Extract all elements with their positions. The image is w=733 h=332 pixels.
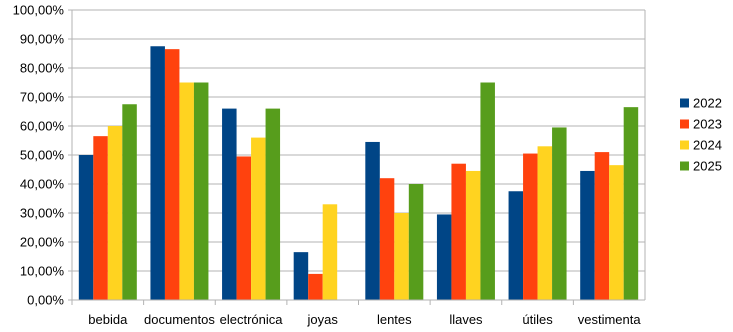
bar-2022-2 [222,108,237,300]
x-tick-label: joyas [307,312,339,327]
x-tick-label: documentos [144,312,215,327]
bar-2023-3 [308,273,323,300]
bar-2023-4 [379,178,395,300]
y-tick-label: 80,00% [20,61,65,76]
bar-2023-0 [93,136,108,300]
bar-2025-7 [623,107,639,301]
x-tick-label: vestimenta [578,312,642,327]
bar-2024-6 [537,146,553,300]
bar-2022-4 [365,141,380,300]
bar-2024-4 [394,213,409,300]
legend-label: 2025 [693,159,722,174]
bar-2025-0 [122,104,137,300]
x-tick-label: útiles [522,312,553,327]
x-tick-label: lentes [377,312,412,327]
y-tick-label: 40,00% [20,177,65,192]
bar-2022-6 [508,191,524,300]
y-tick-label: 90,00% [20,32,65,47]
legend-swatch-2024 [680,140,689,150]
bar-2023-5 [451,163,466,300]
x-tick-label: bebida [88,312,128,327]
x-tick-label: electrónica [220,312,284,327]
y-tick-label: 50,00% [20,148,65,163]
bar-2023-1 [164,49,180,301]
y-tick-label: 30,00% [20,206,65,221]
legend-label: 2022 [693,96,722,111]
bar-2023-6 [523,153,538,300]
bar-2022-7 [580,170,595,300]
y-tick-label: 10,00% [20,264,65,279]
bar-2025-5 [480,82,495,300]
bar-2022-3 [293,252,309,300]
bar-2024-3 [322,204,338,300]
bar-2022-1 [150,46,165,300]
y-tick-label: 100,00% [13,3,65,18]
x-tick-label: llaves [449,312,483,327]
bar-2022-0 [78,155,94,300]
legend-swatch-2023 [680,119,689,129]
bar-2023-2 [236,156,252,300]
bar-2022-5 [436,214,452,300]
bar-2025-2 [265,108,281,300]
bar-2024-7 [609,165,624,300]
y-tick-label: 20,00% [20,235,65,250]
x-tick-labels: bebida documentos electrónica joyas lentes ll… [88,312,641,327]
legend-label: 2023 [693,117,722,132]
bar-2025-4 [408,184,424,300]
legend-swatch-2022 [680,98,689,108]
bar-2025-6 [552,127,567,300]
bars [78,46,639,301]
bar-2024-5 [465,170,481,300]
legend-swatch-2025 [680,161,689,171]
y-tick-labels: 0,00% 10,00% 20,00% 30,00% 40,00% 50,00% 60,00… [13,3,65,308]
y-tick-label: 60,00% [20,119,65,134]
axes [71,10,646,305]
y-tick-label: 70,00% [20,90,65,105]
bar-2024-0 [107,126,123,300]
y-tick-label: 0,00% [27,293,64,308]
bar-2024-2 [251,137,266,300]
legend: 2022 2023 2024 2025 [680,96,722,174]
bar-2023-7 [594,152,610,300]
bar-2025-1 [193,82,209,300]
legend-label: 2024 [693,138,722,153]
bar-2024-1 [179,82,194,300]
